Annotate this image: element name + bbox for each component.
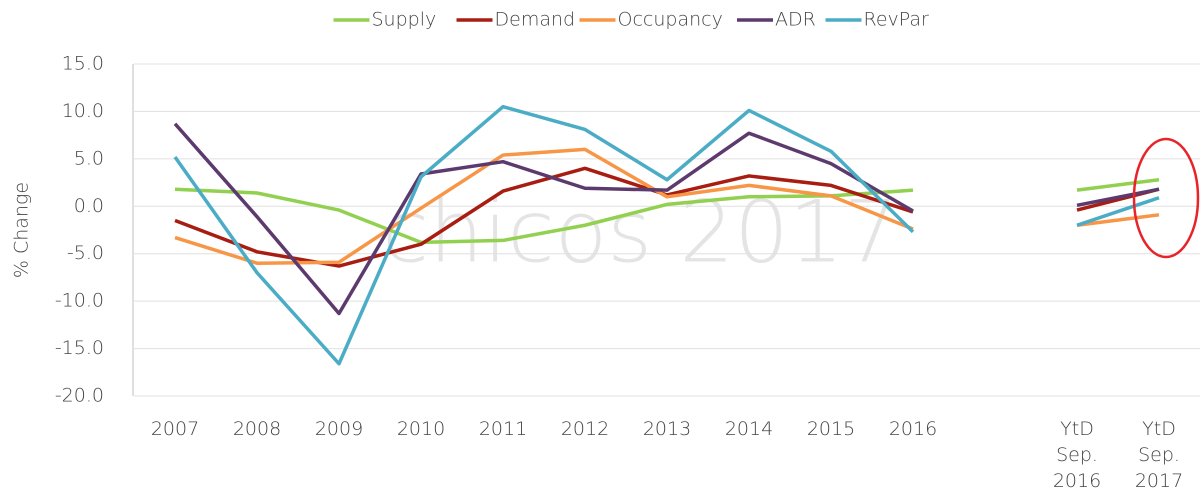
x-tick-label: 2011 [478,418,528,440]
watermark: chicos 2017 [382,183,899,283]
x-tick-label: 2009 [314,418,364,440]
x-tick-label: 2012 [560,418,610,440]
x-tick-label: 2013 [642,418,692,440]
x-tick-label: 2010 [396,418,446,440]
x-tick-label: 2014 [724,418,774,440]
legend-label: ADR [775,9,816,31]
x-tick-label: YtD Sep. 2016 [1052,418,1102,492]
x-tick-label: YtD Sep. 2017 [1134,418,1184,492]
legend-label: Occupancy [618,9,723,31]
y-tick-label: -15.0 [55,337,104,359]
x-tick-label: 2016 [888,418,938,440]
y-tick-label: 10.0 [62,100,104,122]
y-tick-label: 0.0 [74,195,104,217]
y-tick-label: -10.0 [55,290,104,312]
highlight-ellipse [1132,137,1200,259]
y-axis-label: % Change [11,182,33,278]
y-tick-label: -5.0 [67,242,104,264]
x-tick-label: 2007 [150,418,200,440]
x-tick-label: 2015 [806,418,856,440]
series-line [173,122,1160,316]
x-tick-label: 2008 [232,418,282,440]
legend-label: Demand [495,9,576,31]
series-line [173,104,1160,366]
y-tick-label: -20.0 [55,385,104,407]
y-tick-label: 15.0 [62,53,104,75]
y-tick-label: 5.0 [74,147,104,169]
legend-label: RevPar [864,9,930,31]
series-line [174,177,1160,245]
legend-label: Supply [372,9,437,31]
